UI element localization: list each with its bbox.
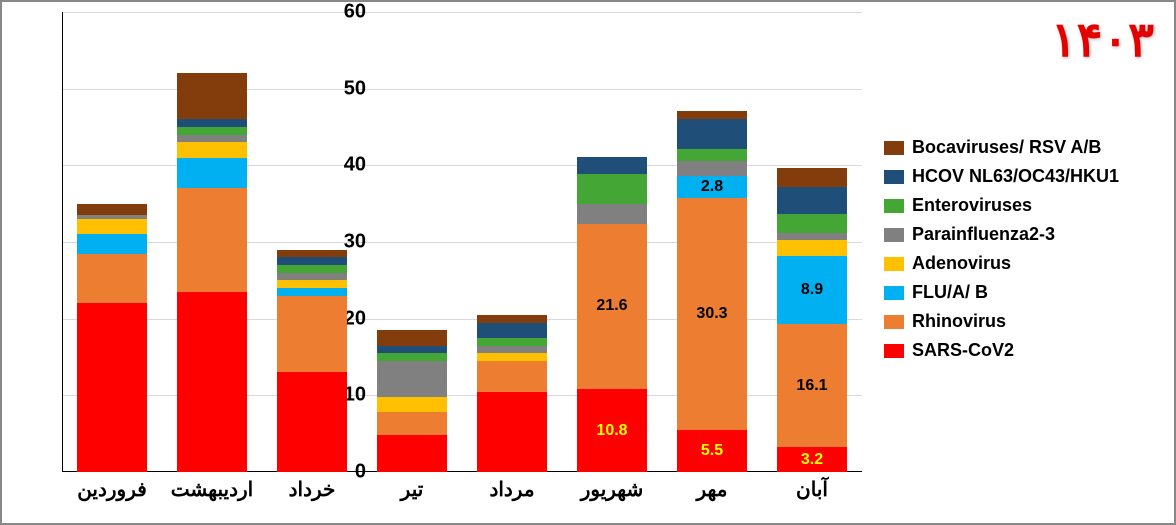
bar-segment-para xyxy=(377,361,447,397)
bar-segment-adeno xyxy=(177,142,247,157)
data-label: 16.1 xyxy=(777,377,847,395)
legend-label: SARS-CoV2 xyxy=(912,340,1014,361)
bar-segment-adeno xyxy=(277,280,347,288)
bar-segment-entero xyxy=(577,174,647,205)
bar-segment-entero xyxy=(477,338,547,346)
bar-segment-adeno xyxy=(477,353,547,361)
bar-segment-entero xyxy=(177,127,247,135)
data-label: 3.2 xyxy=(777,451,847,469)
bar-segment-entero xyxy=(277,265,347,273)
legend-item-boca: Bocaviruses/ RSV A/B xyxy=(884,137,1144,158)
legend-swatch xyxy=(884,344,904,358)
bar-segment-para xyxy=(477,346,547,354)
legend-item-rhino: Rhinovirus xyxy=(884,311,1144,332)
plot-area: 10.8 21.6 5.5 30.3 2.8 3.2 16.1 8.9 xyxy=(62,12,862,472)
bar-segment-adeno xyxy=(77,219,147,234)
legend-label: HCOV NL63/OC43/HKU1 xyxy=(912,166,1119,187)
bar-segment-flu xyxy=(277,288,347,296)
data-label: 8.9 xyxy=(777,281,847,299)
chart-frame: ۱۴۰۳ 0102030405060 10.821.65.530.32.83.2… xyxy=(0,0,1176,525)
legend-label: Enteroviruses xyxy=(912,195,1032,216)
legend-item-para: Parainfluenza2-3 xyxy=(884,224,1144,245)
data-label: 2.8 xyxy=(677,178,747,196)
legend-label: Rhinovirus xyxy=(912,311,1006,332)
bar-segment-para xyxy=(277,273,347,281)
x-tick-label: اردیبهشت xyxy=(171,477,253,502)
data-label: 30.3 xyxy=(677,305,747,323)
x-tick-label: آبان xyxy=(796,477,828,502)
legend-swatch xyxy=(884,257,904,271)
legend-item-flu: FLU/A/ B xyxy=(884,282,1144,303)
bar-segment-sars xyxy=(477,392,547,473)
bar-segment-para xyxy=(577,204,647,223)
legend-item-sars: SARS-CoV2 xyxy=(884,340,1144,361)
bar-segment-rhino xyxy=(377,412,447,435)
bar-segment-hcov xyxy=(477,323,547,338)
bar-segment-boca xyxy=(377,330,447,345)
bar-segment-flu xyxy=(177,158,247,189)
bar-segment-hcov xyxy=(777,187,847,214)
bar-segment-boca xyxy=(777,168,847,187)
bar-segment-flu xyxy=(77,234,147,253)
legend-swatch xyxy=(884,170,904,184)
x-tick-label: مرداد xyxy=(489,477,534,502)
legend-swatch xyxy=(884,141,904,155)
bar-segment-boca xyxy=(677,111,747,119)
x-tick-label: تیر xyxy=(401,477,424,502)
bar-segment-entero xyxy=(377,353,447,361)
bar-segment-hcov xyxy=(277,257,347,265)
legend-item-adeno: Adenovirus xyxy=(884,253,1144,274)
bar-segment-adeno xyxy=(377,397,447,412)
bar-segment-boca xyxy=(277,250,347,258)
bar-segment-entero xyxy=(677,149,747,161)
legend-item-entero: Enteroviruses xyxy=(884,195,1144,216)
legend-swatch xyxy=(884,228,904,242)
bar-segment-boca xyxy=(177,73,247,119)
year-label: ۱۴۰۳ xyxy=(1051,12,1154,68)
data-label: 21.6 xyxy=(577,297,647,315)
bar-segment-hcov xyxy=(677,119,747,150)
legend: Bocaviruses/ RSV A/B HCOV NL63/OC43/HKU1 E… xyxy=(884,137,1144,369)
bar-segment-para xyxy=(77,215,147,219)
legend-item-hcov: HCOV NL63/OC43/HKU1 xyxy=(884,166,1144,187)
bar-segment-sars xyxy=(77,303,147,472)
bar-segment-hcov xyxy=(377,346,447,354)
bar-segment-rhino xyxy=(77,254,147,304)
legend-label: Parainfluenza2-3 xyxy=(912,224,1055,245)
legend-swatch xyxy=(884,199,904,213)
x-tick-label: شهریور xyxy=(581,477,644,502)
bar-segment-rhino xyxy=(277,296,347,373)
legend-swatch xyxy=(884,315,904,329)
data-label: 10.8 xyxy=(577,422,647,440)
bar-segment-para xyxy=(777,233,847,241)
bars-container: 10.8 21.6 5.5 30.3 2.8 3.2 16.1 8.9 xyxy=(62,12,862,472)
bar-segment-hcov xyxy=(177,119,247,127)
bar-segment-adeno xyxy=(777,240,847,255)
legend-label: Adenovirus xyxy=(912,253,1011,274)
bar-segment-sars xyxy=(377,435,447,472)
bar-segment-sars xyxy=(177,292,247,472)
bar-segment-hcov xyxy=(577,157,647,174)
legend-label: FLU/A/ B xyxy=(912,282,988,303)
bar-segment-boca xyxy=(477,315,547,323)
bar-segment-rhino xyxy=(477,361,547,392)
x-tick-label: مهر xyxy=(697,477,728,502)
x-tick-label: فروردین xyxy=(77,477,147,502)
bar-segment-boca xyxy=(77,204,147,216)
bar-segment-para xyxy=(677,161,747,176)
bar-segment-sars xyxy=(277,372,347,472)
legend-label: Bocaviruses/ RSV A/B xyxy=(912,137,1101,158)
legend-swatch xyxy=(884,286,904,300)
x-tick-label: خرداد xyxy=(289,477,336,502)
bar-segment-para xyxy=(177,135,247,143)
bar-segment-rhino xyxy=(177,188,247,292)
data-label: 5.5 xyxy=(677,442,747,460)
bar-segment-entero xyxy=(777,214,847,233)
